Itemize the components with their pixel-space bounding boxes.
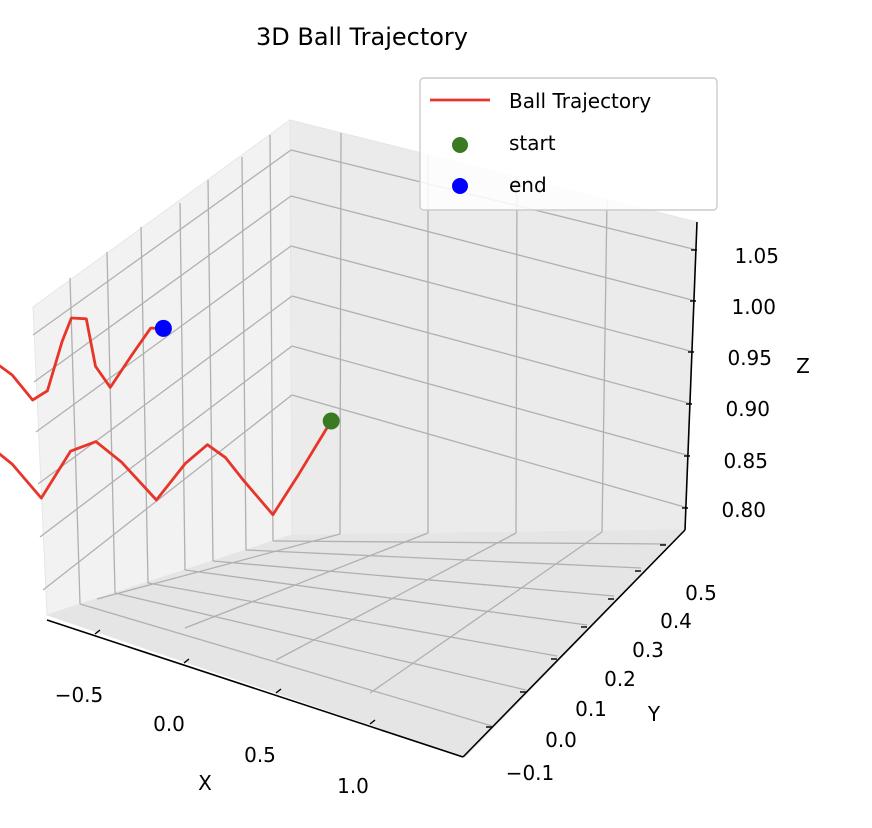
y-tick-label: 0.3: [632, 638, 664, 662]
plot-layer: [0, 316, 340, 517]
y-tick-label: 0.1: [575, 697, 607, 721]
legend-start-marker: [452, 137, 468, 153]
y-tick-label: −0.1: [506, 761, 555, 785]
y-tick-label: 0.5: [685, 581, 717, 605]
y-tick-label: 0.2: [604, 667, 636, 691]
legend-label: end: [509, 173, 547, 197]
legend-box: [419, 77, 718, 211]
z-tick-label: 1.05: [734, 244, 779, 268]
x-tick-label: −0.5: [55, 683, 104, 707]
x-tick-label: 1.0: [337, 774, 369, 798]
grid-lines: [32, 132, 698, 727]
x-tick-label: 0.0: [153, 712, 185, 736]
x-tick-labels: −0.5 0.0 0.5 1.0: [55, 683, 369, 798]
tick-marks: [94, 249, 697, 728]
chart-title: 3D Ball Trajectory: [256, 23, 468, 51]
z-tick-label: 0.80: [721, 498, 766, 522]
left-pane: [32, 119, 293, 616]
legend-label: start: [509, 131, 556, 155]
y-axis-label: Y: [647, 702, 661, 726]
y-tick-labels: −0.1 0.0 0.1 0.2 0.3 0.4 0.5: [506, 581, 717, 785]
start-marker: [322, 412, 340, 430]
y-tick-label: 0.4: [660, 609, 692, 633]
axes-panes: [32, 119, 698, 758]
y-axis-line: [462, 529, 686, 758]
trajectory-line: [0, 316, 333, 517]
x-tick-label: 0.5: [244, 743, 276, 767]
end-marker: [154, 319, 172, 337]
z-tick-label: 0.90: [725, 397, 770, 421]
z-axis-line: [684, 221, 698, 531]
z-axis-label: Z: [796, 354, 810, 378]
x-axis-label: X: [198, 771, 212, 795]
legend-end-marker: [452, 178, 468, 194]
y-tick-label: 0.0: [545, 728, 577, 752]
axis-lines: [46, 221, 698, 758]
z-tick-labels: 0.80 0.85 0.90 0.95 1.00 1.05: [721, 244, 779, 522]
legend-label: Ball Trajectory: [509, 89, 651, 113]
x-axis-line: [46, 619, 464, 758]
z-tick-label: 1.00: [731, 295, 776, 319]
z-tick-label: 0.95: [727, 346, 772, 370]
legend: Ball Trajectory start end: [419, 77, 718, 211]
z-tick-label: 0.85: [723, 449, 768, 473]
